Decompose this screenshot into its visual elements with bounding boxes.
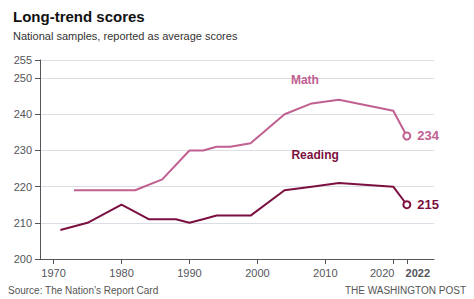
svg-text:Math: Math	[291, 73, 319, 87]
svg-text:2020: 2020	[370, 267, 394, 279]
svg-text:250: 250	[14, 72, 32, 84]
svg-text:230: 230	[14, 144, 32, 156]
svg-text:255: 255	[14, 54, 32, 66]
svg-text:1990: 1990	[177, 267, 201, 279]
svg-text:240: 240	[14, 108, 32, 120]
svg-text:2010: 2010	[313, 267, 337, 279]
svg-text:215: 215	[417, 197, 439, 212]
svg-text:234: 234	[417, 128, 439, 143]
svg-text:Source: The Nation’s Report Ca: Source: The Nation’s Report Card	[8, 285, 158, 296]
svg-text:220: 220	[14, 181, 32, 193]
svg-text:THE WASHINGTON POST: THE WASHINGTON POST	[345, 285, 466, 296]
svg-text:1970: 1970	[41, 267, 65, 279]
svg-text:2022: 2022	[406, 267, 430, 279]
svg-text:2000: 2000	[245, 267, 269, 279]
svg-text:200: 200	[14, 253, 32, 265]
svg-text:Reading: Reading	[291, 148, 338, 162]
svg-text:210: 210	[14, 217, 32, 229]
svg-text:1980: 1980	[109, 267, 133, 279]
svg-text:Long-trend scores: Long-trend scores	[13, 8, 145, 25]
svg-text:National samples, reported as: National samples, reported as average sc…	[13, 30, 238, 42]
